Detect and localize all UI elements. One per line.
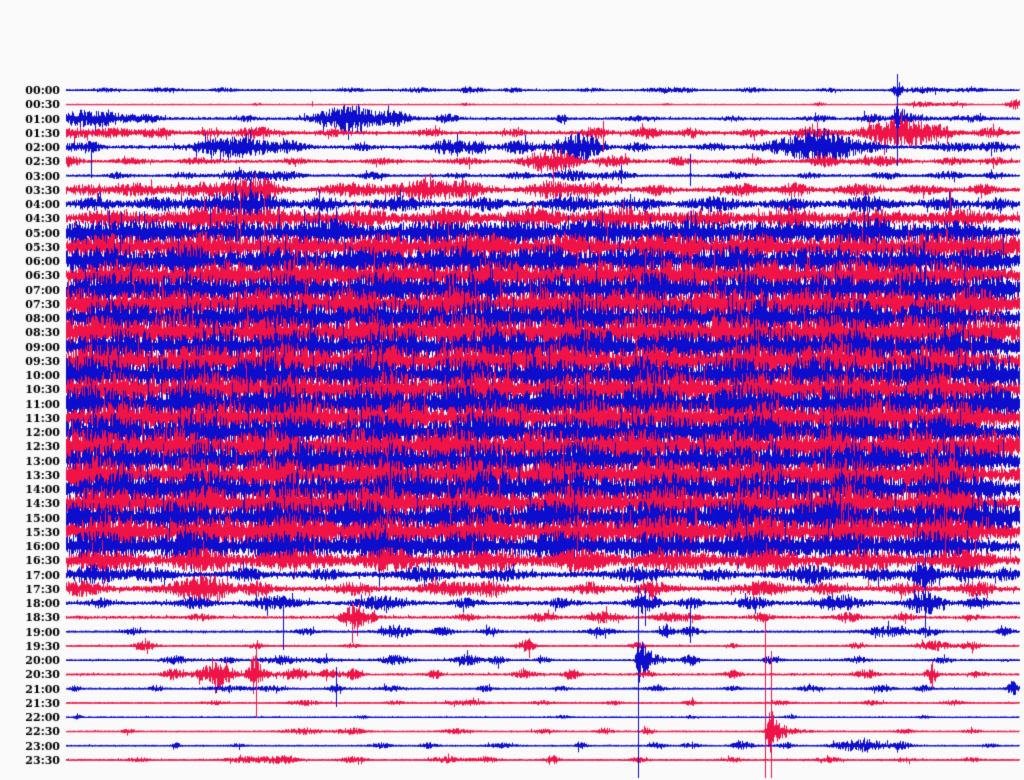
helicorder-page: HT Karyes, Athos Mt. 2025-05-21 Applied … [0, 0, 1024, 780]
helicorder-plot-canvas [0, 0, 1024, 780]
